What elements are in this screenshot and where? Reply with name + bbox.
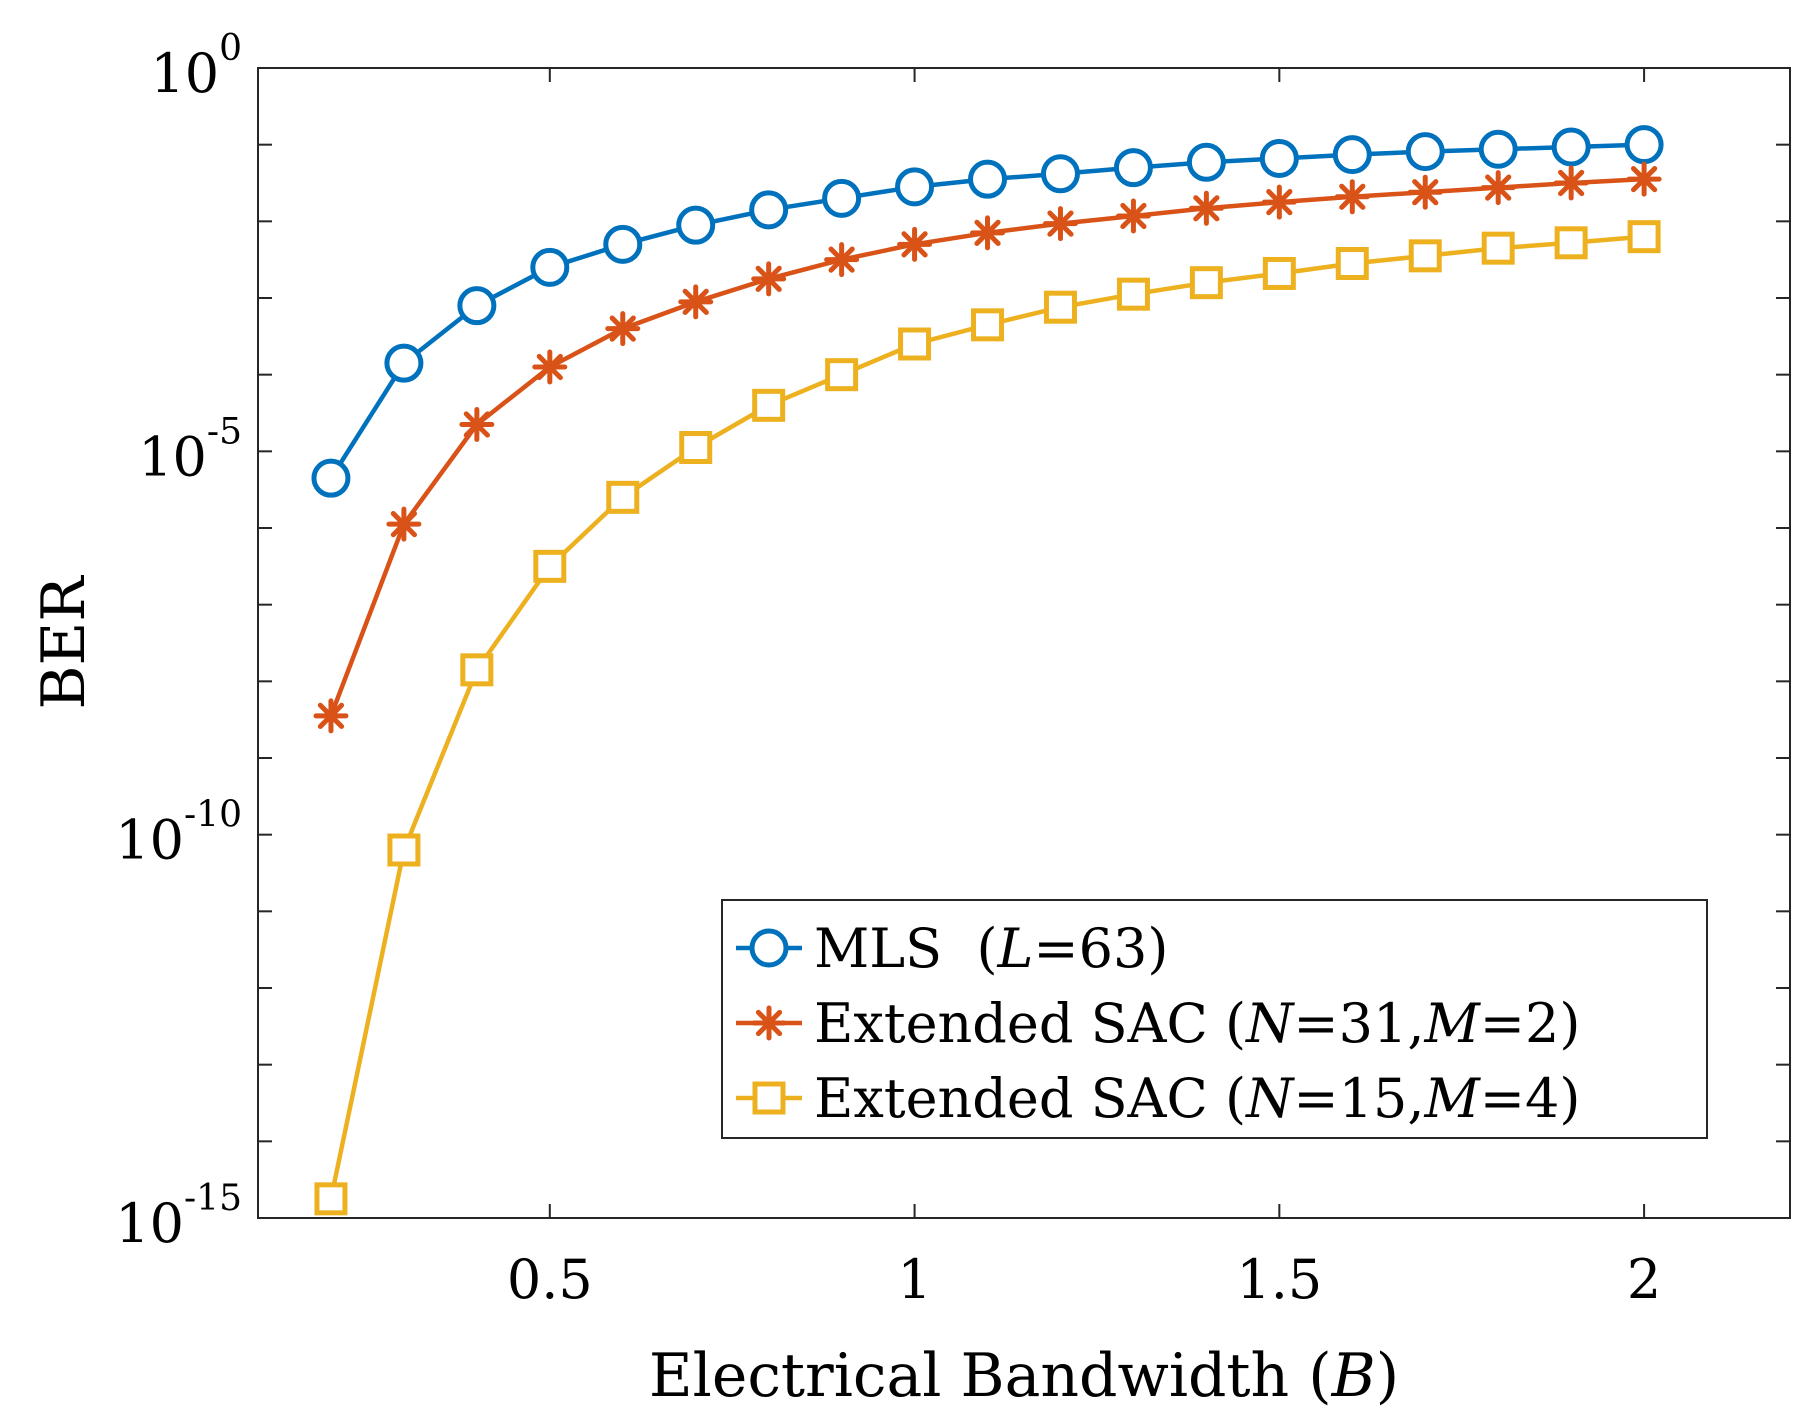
x-tick-label: 0.5 — [507, 1248, 593, 1311]
data-point — [898, 327, 932, 361]
data-point — [676, 205, 716, 245]
data-point — [532, 349, 568, 385]
data-point — [1553, 165, 1589, 201]
legend-label: Extended SAC (N=15,M=4) — [814, 1067, 1580, 1130]
data-point — [386, 506, 422, 542]
data-point — [1335, 247, 1369, 280]
legend-label: Extended SAC (N=31,M=2) — [814, 992, 1580, 1055]
data-point — [1405, 132, 1445, 172]
data-point — [678, 284, 714, 320]
legend-marker — [752, 1081, 786, 1115]
data-point — [971, 308, 1005, 342]
plot-area-frame — [257, 67, 1791, 1219]
data-point — [895, 167, 935, 207]
data-point — [1189, 266, 1223, 300]
y-tick-label: 100 — [150, 28, 242, 105]
data-point — [1261, 184, 1297, 220]
data-point — [1408, 239, 1442, 273]
series-1 — [311, 125, 1664, 498]
data-point — [1554, 226, 1588, 260]
data-point — [459, 407, 495, 442]
data-point — [897, 226, 933, 262]
legend-label: MLS (L=63) — [814, 917, 1168, 980]
y-axis-title: BER — [29, 575, 99, 710]
x-axis-title: Electrical Bandwidth (B) — [649, 1341, 1399, 1411]
data-point — [1407, 174, 1443, 210]
data-point — [1478, 129, 1518, 169]
data-point — [1481, 231, 1515, 265]
legend-entry-2: Extended SAC (N=31,M=2) — [736, 992, 1580, 1055]
data-point — [1332, 135, 1372, 175]
data-point — [1627, 220, 1661, 254]
data-point — [1262, 256, 1296, 290]
data-point — [1188, 190, 1224, 226]
series-2 — [313, 161, 1662, 734]
legend-entry-3: Extended SAC (N=15,M=4) — [736, 1067, 1580, 1130]
data-point — [1551, 127, 1591, 167]
legend-box — [721, 899, 1708, 1139]
data-point — [314, 1182, 348, 1216]
data-point — [311, 458, 351, 498]
data-point — [1259, 138, 1299, 178]
data-point — [679, 431, 713, 464]
data-point — [1040, 154, 1080, 194]
x-tick-label: 1 — [897, 1248, 931, 1311]
data-point — [751, 261, 787, 297]
legend: MLS (L=63) Extended SAC (N=31,M=2) Extende… — [721, 899, 1708, 1139]
data-point — [384, 343, 424, 383]
data-point — [313, 698, 349, 734]
data-point — [603, 224, 643, 264]
data-point — [1334, 179, 1370, 215]
legend-marker — [749, 928, 789, 968]
data-point — [822, 178, 862, 218]
data-point — [1113, 148, 1153, 188]
y-tick-label: 10-15 — [115, 1178, 242, 1255]
data-point — [530, 247, 570, 287]
data-point — [752, 388, 786, 422]
x-tick-label: 1.5 — [1236, 1248, 1322, 1311]
data-point — [970, 215, 1006, 251]
data-point — [605, 311, 641, 347]
data-point — [533, 549, 567, 583]
data-point — [457, 286, 497, 326]
data-point — [1043, 290, 1077, 324]
data-point — [460, 653, 494, 687]
data-point — [1626, 161, 1662, 197]
series-3 — [314, 220, 1661, 1216]
data-point — [1116, 277, 1150, 311]
data-point — [1042, 206, 1078, 242]
data-point — [1480, 170, 1516, 206]
legend-entry-1: MLS (L=63) — [736, 917, 1168, 980]
data-point — [1624, 125, 1664, 165]
data-point — [968, 159, 1008, 199]
data-point — [824, 242, 860, 278]
data-point — [749, 190, 789, 230]
data-point — [1186, 142, 1226, 182]
x-tick-label: 2 — [1627, 1248, 1661, 1311]
data-point — [1115, 198, 1151, 234]
data-point — [606, 480, 640, 514]
series-line — [328, 176, 1645, 717]
y-tick-label: 10-5 — [138, 411, 242, 488]
legend-marker — [751, 1005, 787, 1041]
data-point — [825, 358, 859, 392]
data-point — [387, 833, 421, 867]
y-tick-label: 10-10 — [115, 795, 242, 872]
